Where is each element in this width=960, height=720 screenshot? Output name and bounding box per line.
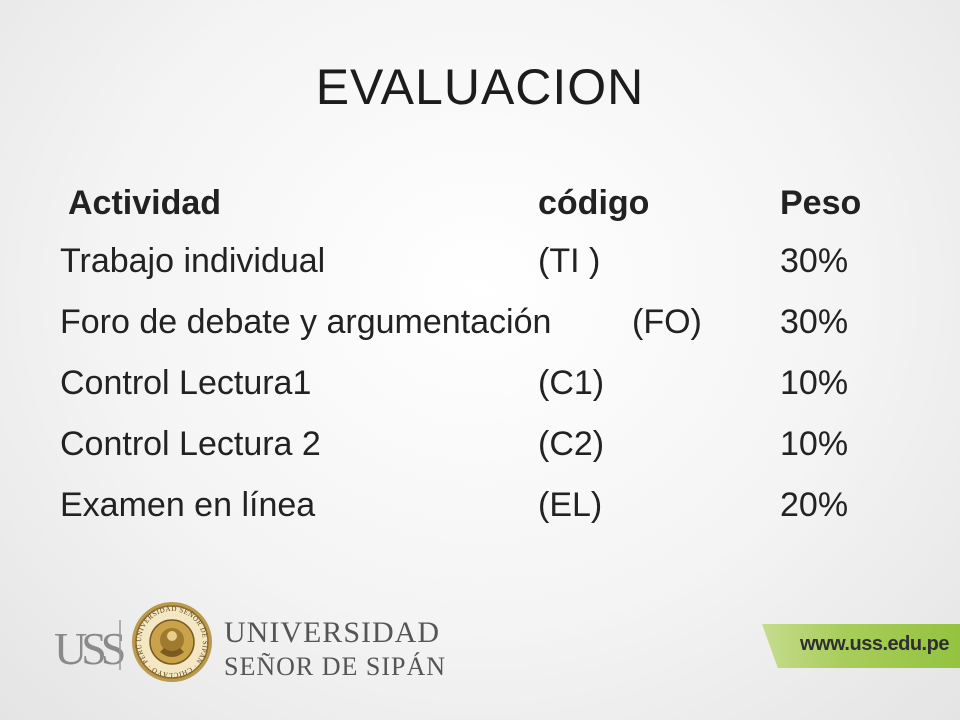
table-row: Foro de debate y argumentación (FO) 30% xyxy=(0,303,960,357)
weight-cell: 30% xyxy=(780,242,849,280)
activity-cell: Control Lectura1 xyxy=(60,364,312,402)
weight-cell: 10% xyxy=(780,364,849,402)
website-banner xyxy=(762,624,960,668)
weight-cell: 30% xyxy=(780,303,849,341)
header-peso: Peso xyxy=(780,184,862,222)
activity-cell: Control Lectura 2 xyxy=(60,425,321,463)
weight-cell: 20% xyxy=(780,486,849,524)
code-cell: (TI ) xyxy=(538,242,601,280)
activity-cell: Trabajo individual xyxy=(60,242,326,280)
header-codigo: código xyxy=(538,184,650,222)
website-url: www.uss.edu.pe xyxy=(800,633,949,655)
header-actividad: Actividad xyxy=(68,184,222,222)
weight-cell: 10% xyxy=(780,425,849,463)
code-cell: (EL) xyxy=(538,486,603,524)
activity-cell: Examen en línea xyxy=(60,486,316,524)
slide-title: EVALUACION xyxy=(315,59,645,115)
university-name-line2: SEÑOR DE SIPÁN xyxy=(224,652,447,681)
table-row: Control Lectura1 (C1) 10% xyxy=(0,364,960,418)
slide-footer: USS UNIVERSIDAD SEÑOR DE SIPÁN · CHICLAY… xyxy=(0,598,960,688)
table-row: Examen en línea (EL) 20% xyxy=(0,486,960,540)
table-row: Trabajo individual (TI ) 30% xyxy=(0,242,960,296)
code-cell: (C1) xyxy=(538,364,605,402)
table-row: Control Lectura 2 (C2) 10% xyxy=(0,425,960,479)
uss-logo-text: USS xyxy=(54,623,124,672)
code-cell: (FO) xyxy=(632,303,702,341)
university-name-line1: UNIVERSIDAD xyxy=(224,616,440,649)
activity-cell: Foro de debate y argumentación xyxy=(60,303,552,341)
uss-logo: USS xyxy=(54,620,124,672)
university-name: UNIVERSIDAD SEÑOR DE SIPÁN xyxy=(224,618,446,680)
table-header-row: Actividad código Peso xyxy=(0,184,960,238)
university-seal-icon: UNIVERSIDAD SEÑOR DE SIPÁN · CHICLAYO · … xyxy=(132,602,212,682)
code-cell: (C2) xyxy=(538,425,605,463)
